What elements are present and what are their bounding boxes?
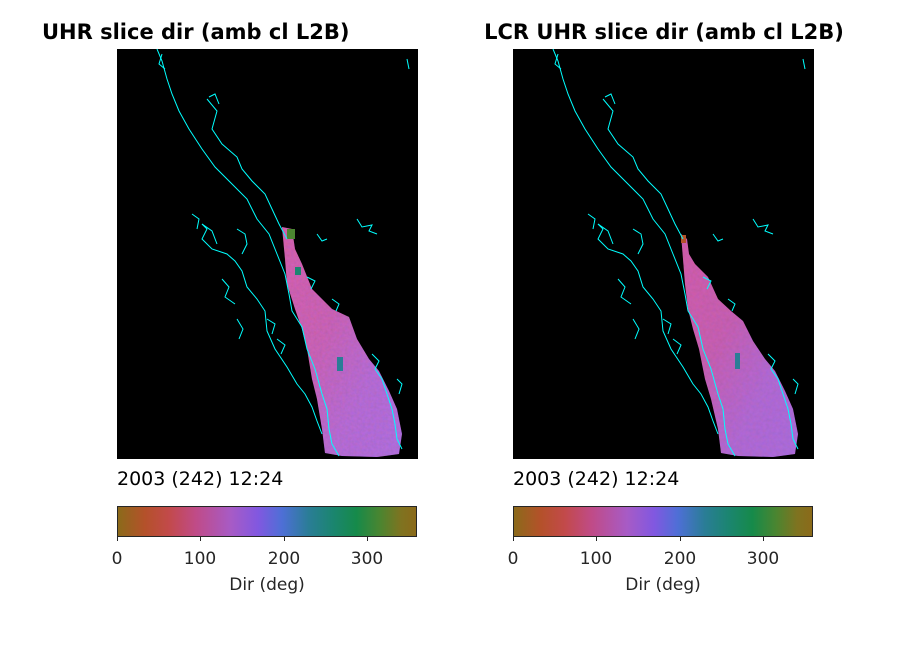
wind-field-texture: [282, 227, 402, 457]
left-colorbar: [117, 506, 417, 537]
colorbar-tick-label: 200: [663, 549, 697, 569]
left-colorbar-ticks: 0 100 200 300: [112, 537, 417, 577]
right-map-image: [513, 49, 814, 459]
left-date-label: 2003 (242) 12:24: [117, 468, 284, 490]
wind-patch: [735, 353, 740, 369]
colorbar-tick-label: 100: [183, 549, 217, 569]
colorbar-tick: [763, 537, 764, 541]
colorbar-tick: [367, 537, 368, 541]
coastline: [552, 49, 806, 457]
wind-patch: [337, 357, 343, 371]
colorbar-tick: [513, 537, 514, 541]
left-colorbar-label: Dir (deg): [229, 575, 305, 595]
wind-field-texture: [681, 234, 798, 457]
colorbar-tick-label: 200: [267, 549, 301, 569]
colorbar-tick: [200, 537, 201, 541]
right-date-label: 2003 (242) 12:24: [513, 468, 680, 490]
colorbar-tick-label: 100: [579, 549, 613, 569]
right-colorbar: [513, 506, 813, 537]
left-panel: UHR slice dir (amb cl L2B): [42, 20, 418, 595]
wind-patch: [287, 229, 295, 239]
left-map-svg: [156, 49, 410, 457]
coastline: [156, 49, 410, 457]
colorbar-tick-label: 300: [350, 549, 384, 569]
right-colorbar-label: Dir (deg): [625, 575, 701, 595]
right-colorbar-ticks: 0 100 200 300: [508, 537, 813, 577]
left-map-image: [117, 49, 418, 459]
right-panel: LCR UHR slice dir (amb cl L2B): [450, 0, 900, 652]
wind-patch: [681, 235, 686, 243]
colorbar-tick: [284, 537, 285, 541]
colorbar-tick-label: 0: [507, 549, 519, 569]
left-chart-title: UHR slice dir (amb cl L2B): [42, 20, 350, 44]
colorbar-tick: [117, 537, 118, 541]
colorbar-tick-label: 300: [746, 549, 780, 569]
colorbar-tick: [596, 537, 597, 541]
colorbar-tick-label: 0: [111, 549, 123, 569]
right-chart-title: LCR UHR slice dir (amb cl L2B): [484, 20, 844, 44]
colorbar-tick: [680, 537, 681, 541]
right-map-svg: [552, 49, 806, 457]
wind-patch: [295, 267, 301, 275]
